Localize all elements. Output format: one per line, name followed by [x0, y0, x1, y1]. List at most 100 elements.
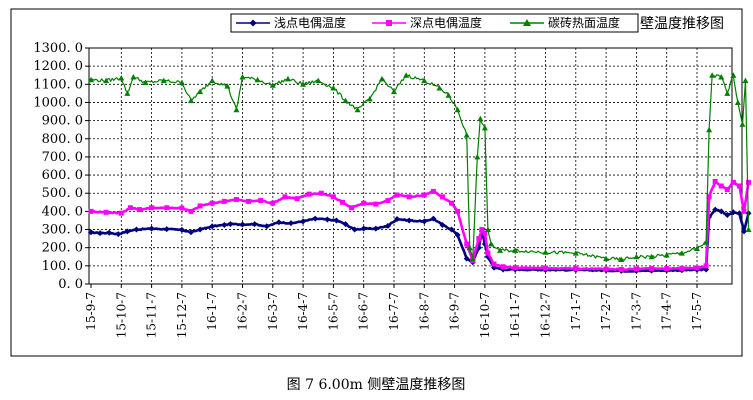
data-point-marker	[466, 244, 473, 251]
data-point-marker	[118, 210, 124, 216]
data-point-marker	[469, 255, 476, 262]
data-point-marker	[454, 231, 461, 238]
data-point-marker	[633, 266, 639, 272]
x-tick-label: 17-1-7	[569, 292, 583, 331]
x-tick-label: 16-5-7	[326, 292, 340, 331]
data-point-marker	[712, 206, 719, 213]
data-point-marker	[491, 261, 497, 267]
data-point-marker	[449, 200, 455, 206]
data-point-marker	[136, 207, 142, 213]
data-point-marker	[485, 250, 491, 256]
data-point-marker	[742, 77, 749, 84]
data-point-marker	[430, 188, 436, 194]
data-point-marker	[178, 226, 185, 233]
data-point-marker	[394, 192, 400, 198]
x-tick-label: 15-10-7	[114, 292, 128, 338]
data-point-marker	[148, 225, 155, 232]
y-tick-label: 500. 0	[42, 186, 83, 201]
x-tick-label: 15-11-7	[145, 292, 159, 338]
data-point-marker	[106, 229, 113, 236]
data-point-marker	[127, 205, 133, 211]
data-point-marker	[197, 88, 204, 95]
data-point-marker	[439, 194, 445, 200]
data-point-marker	[163, 226, 170, 233]
data-point-marker	[703, 263, 709, 269]
data-point-marker	[233, 197, 239, 203]
data-point-marker	[209, 223, 216, 230]
x-tick-label: 15-9-7	[84, 292, 98, 331]
data-point-marker	[349, 205, 355, 211]
data-point-marker	[373, 201, 379, 207]
data-point-marker	[663, 251, 670, 258]
data-point-marker	[366, 95, 373, 102]
y-tick-label: 1200. 0	[33, 59, 83, 74]
data-point-marker	[436, 84, 443, 91]
data-point-marker	[724, 187, 730, 193]
data-point-marker	[221, 198, 227, 204]
data-point-marker	[718, 74, 725, 80]
data-point-marker	[439, 222, 446, 228]
data-point-marker	[142, 79, 149, 85]
y-tick-label: 600. 0	[42, 168, 83, 183]
data-point-marker	[333, 217, 340, 224]
data-point-marker	[187, 229, 194, 236]
data-point-marker	[455, 208, 461, 214]
data-point-marker	[339, 199, 345, 205]
data-point-marker	[706, 194, 712, 200]
data-point-marker	[221, 222, 228, 228]
data-point-marker	[712, 178, 718, 184]
data-point-marker	[372, 225, 379, 232]
y-tick-label: 1100. 0	[33, 77, 83, 92]
data-point-marker	[618, 256, 625, 262]
data-point-marker	[718, 183, 724, 189]
data-point-marker	[178, 79, 185, 85]
data-point-marker	[463, 132, 470, 138]
data-point-marker	[649, 266, 655, 272]
data-point-marker	[318, 190, 324, 196]
x-tick-label: 15-12-7	[175, 292, 189, 338]
plot-area	[88, 47, 733, 285]
data-point-marker	[500, 264, 506, 270]
data-point-marker	[484, 226, 491, 233]
data-point-marker	[197, 226, 204, 233]
x-tick-label: 16-7-7	[387, 292, 401, 331]
data-point-marker	[361, 200, 367, 206]
data-point-marker	[209, 77, 216, 84]
x-tick-label: 16-6-7	[357, 292, 371, 331]
data-point-marker	[736, 210, 743, 217]
y-tick-label: 900. 0	[42, 114, 83, 129]
y-tick-label: 1300. 0	[33, 41, 83, 56]
data-point-marker	[227, 221, 234, 228]
data-point-marker	[403, 72, 410, 78]
x-tick-label: 16-12-7	[539, 292, 553, 338]
data-point-marker	[251, 221, 258, 228]
y-axis-ticks: 1300. 0 1200. 0 1100. 0 1000. 0 900. 0 800. 0…	[33, 41, 89, 292]
x-tick-label: 16-1-7	[205, 292, 219, 331]
data-point-marker	[724, 212, 731, 219]
data-point-marker	[573, 266, 579, 272]
data-point-marker	[239, 221, 246, 228]
data-point-marker	[284, 75, 291, 82]
data-point-marker	[385, 197, 391, 203]
x-tick-label: 17-4-7	[660, 292, 674, 331]
data-point-marker	[294, 196, 300, 202]
data-point-marker	[354, 106, 361, 113]
data-point-marker	[603, 255, 610, 262]
data-point-marker	[421, 77, 428, 84]
data-point-marker	[709, 72, 716, 78]
data-point-marker	[464, 241, 470, 247]
grid-layer	[89, 48, 732, 284]
legend-marker	[523, 19, 531, 26]
y-tick-label: 1000. 0	[33, 95, 83, 110]
x-tick-label: 17-2-7	[599, 292, 613, 331]
figure-caption: 图 7 6.00m 侧壁温度推移图	[287, 377, 466, 393]
data-point-marker	[179, 205, 185, 211]
data-point-marker	[149, 205, 155, 211]
data-point-marker	[679, 265, 685, 271]
data-point-marker	[430, 215, 437, 222]
data-point-marker	[97, 230, 104, 237]
data-point-marker	[124, 228, 131, 235]
data-point-marker	[421, 218, 428, 225]
data-point-marker	[463, 255, 470, 262]
